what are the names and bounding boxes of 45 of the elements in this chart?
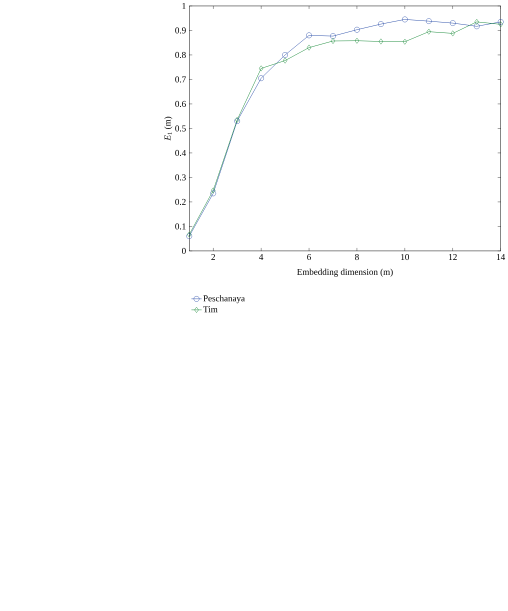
point	[282, 58, 288, 64]
y-tick-label: 1	[182, 2, 186, 9]
point	[306, 32, 312, 38]
y-tick-label: 0.8	[175, 52, 186, 58]
y-tick-label: 0.5	[175, 125, 186, 132]
x-tick-label: 2	[211, 254, 215, 260]
point	[354, 38, 360, 44]
point	[258, 66, 264, 72]
point	[402, 38, 408, 45]
point	[450, 20, 456, 26]
y-tick-label: 0.7	[175, 76, 186, 82]
x-tick-label: 8	[354, 254, 359, 260]
y-tick-label: 0.9	[175, 27, 186, 34]
x-tick-label: 14	[496, 254, 505, 260]
y-axis-title: E$_{1}$ (m)	[164, 116, 172, 141]
point	[498, 18, 504, 25]
x-tick-label: 6	[307, 254, 311, 260]
y-tick-label: 0.1	[175, 223, 186, 230]
point	[330, 33, 336, 39]
point	[402, 16, 408, 22]
legend-label: Peschanaya	[203, 295, 245, 304]
x-axis-title: Embedding dimension (m)	[297, 268, 393, 277]
y-tick-label: 0.2	[175, 198, 186, 205]
point	[210, 188, 216, 194]
point	[474, 23, 480, 30]
x-tick-label: 10	[401, 254, 409, 260]
point	[474, 18, 479, 25]
point	[306, 44, 312, 51]
y-tick-label: 0	[182, 248, 186, 254]
point	[426, 18, 432, 24]
point	[210, 190, 216, 196]
point	[450, 30, 455, 36]
legend-label: Tim	[203, 306, 218, 312]
point	[258, 75, 264, 82]
point	[330, 38, 336, 44]
point	[354, 26, 360, 33]
y-tick-label: 0.6	[175, 100, 186, 107]
y-tick-label: 0.3	[175, 174, 186, 180]
point	[378, 21, 384, 27]
point	[498, 21, 503, 28]
point	[378, 38, 384, 44]
x-tick-label: 4	[258, 254, 264, 260]
x-tick-label: 12	[449, 254, 457, 260]
y-tick-label: 0.4	[175, 150, 186, 156]
point	[282, 52, 288, 58]
